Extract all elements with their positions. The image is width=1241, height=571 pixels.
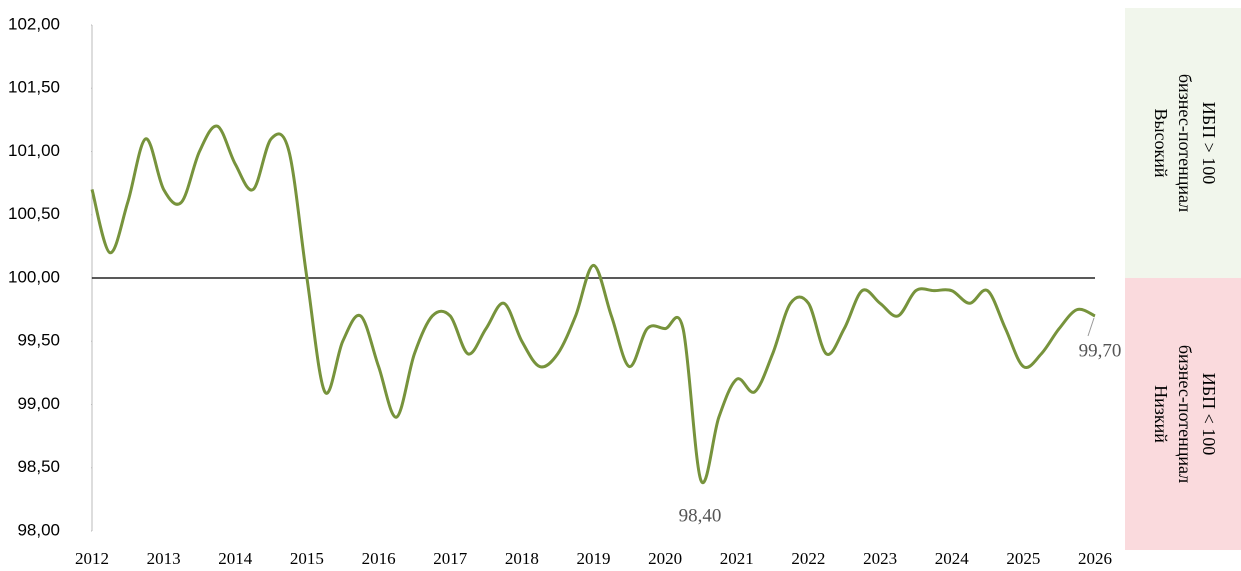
x-tick-label: 2018 [505,549,539,568]
zone-panel [1125,8,1241,278]
zone-label-line: бизнес-потенциал [1175,74,1195,212]
x-tick-label: 2022 [791,549,825,568]
zone-label: Высокий бизнес-потенциал ИБП > 100 [1151,74,1219,212]
y-tick-label: 102,00 [8,14,60,33]
x-tick-label: 2017 [433,549,468,568]
x-tick-label: 2019 [577,549,611,568]
x-tick-label: 2025 [1006,549,1040,568]
zone-label-line: бизнес-потенциал [1175,345,1195,483]
x-tick-label: 2012 [75,549,109,568]
zone-label-line: Высокий [1151,108,1171,177]
zone-label-line: Низкий [1151,385,1171,443]
x-tick-label: 2013 [147,549,181,568]
zone-label: Низкий бизнес-потенциал ИБП < 100 [1151,345,1219,483]
x-tick-label: 2015 [290,549,324,568]
y-tick-label: 101,50 [8,78,60,97]
x-tick-label: 2014 [218,549,253,568]
x-tick-label: 2026 [1078,549,1112,568]
zone-label-line: ИБП < 100 [1199,373,1219,456]
y-tick-label: 100,00 [8,267,60,286]
zone-panel [1125,278,1241,550]
y-tick-label: 99,50 [17,331,60,350]
annotation-leader [1087,317,1095,337]
y-tick-label: 98,00 [17,520,60,539]
y-tick-label: 98,50 [17,457,60,476]
zone-label-line: ИБП > 100 [1199,102,1219,185]
x-tick-label: 2021 [720,549,754,568]
y-tick-label: 101,00 [8,141,60,160]
annotation: 98,40 [679,505,722,526]
x-tick-label: 2016 [362,549,396,568]
x-tick-label: 2020 [648,549,682,568]
annotation: 99,70 [1079,340,1122,361]
x-tick-label: 2024 [935,549,970,568]
x-tick-label: 2023 [863,549,897,568]
y-tick-label: 100,50 [8,204,60,223]
series-line [90,124,1096,485]
y-tick-label: 99,00 [17,394,60,413]
